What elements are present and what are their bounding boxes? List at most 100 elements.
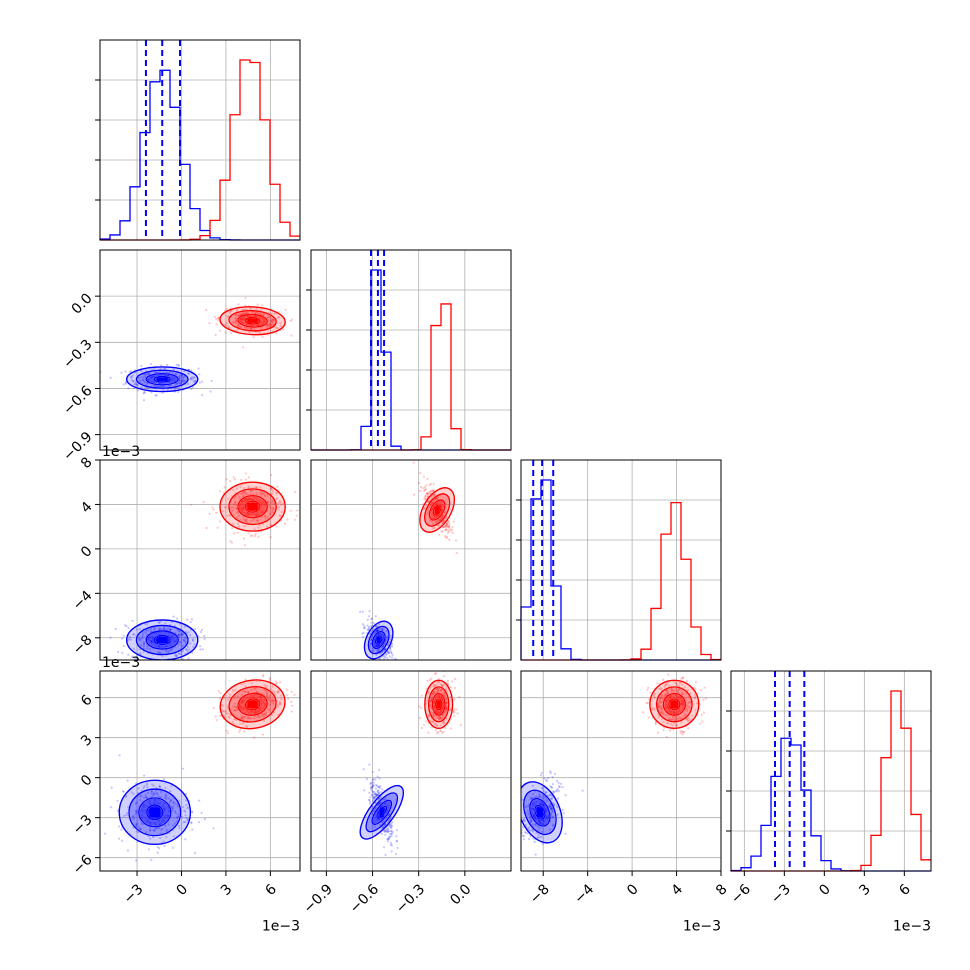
- sample-point: [246, 511, 249, 514]
- sample-point: [241, 500, 244, 504]
- sample-point: [430, 489, 434, 492]
- sample-point: [264, 514, 267, 517]
- sample-point: [441, 684, 444, 687]
- sample-point: [390, 832, 393, 835]
- sample-point: [685, 679, 688, 682]
- sample-point: [183, 625, 186, 628]
- sample-point: [179, 376, 182, 380]
- sample-point: [530, 807, 533, 810]
- sample-point: [376, 629, 379, 632]
- sample-point: [427, 691, 430, 694]
- sample-point: [268, 512, 272, 515]
- sample-point: [118, 754, 121, 757]
- sample-point: [270, 318, 273, 321]
- sample-point: [182, 378, 185, 381]
- sample-point: [259, 493, 262, 496]
- sample-point: [168, 800, 171, 804]
- sample-point: [254, 710, 257, 713]
- sample-point: [270, 501, 273, 504]
- x-tick-label: −0.6: [347, 881, 382, 916]
- sample-point: [253, 528, 256, 531]
- sample-point: [658, 705, 661, 708]
- sample-point: [256, 710, 259, 713]
- sample-point: [158, 823, 161, 826]
- sample-point: [136, 654, 139, 658]
- sample-point: [537, 825, 540, 828]
- sample-point: [290, 710, 293, 713]
- sample-point: [262, 318, 265, 321]
- sample-point: [193, 380, 196, 383]
- sample-point: [262, 675, 265, 678]
- sample-point: [451, 531, 454, 535]
- sample-point: [132, 380, 135, 383]
- sample-point: [188, 648, 191, 651]
- sample-point: [269, 319, 273, 323]
- sample-point: [691, 714, 694, 717]
- sample-point: [148, 799, 151, 802]
- sample-point: [452, 520, 455, 523]
- sample-point: [151, 637, 154, 640]
- sample-point: [268, 709, 271, 712]
- sample-point: [368, 791, 371, 794]
- sample-point: [269, 536, 272, 539]
- sample-point: [252, 711, 255, 714]
- sample-point: [240, 509, 243, 512]
- sample-point: [138, 827, 142, 831]
- sample-point: [272, 323, 275, 326]
- sample-point: [181, 374, 184, 377]
- sample-point: [540, 802, 543, 805]
- sample-point: [433, 493, 436, 496]
- sample-point: [224, 710, 227, 713]
- sample-point: [224, 506, 227, 509]
- sample-point: [532, 804, 535, 808]
- sample-point: [291, 704, 294, 707]
- sample-point: [157, 802, 160, 805]
- sample-point: [257, 526, 260, 529]
- sample-point: [390, 844, 394, 847]
- sample-point: [372, 627, 375, 630]
- sample-point: [149, 822, 152, 825]
- sample-point: [181, 633, 184, 636]
- sample-point: [147, 629, 150, 632]
- sample-point: [429, 492, 432, 495]
- sample-point: [667, 673, 670, 676]
- sample-point: [396, 846, 399, 849]
- sample-point: [241, 317, 245, 320]
- sample-point: [151, 795, 154, 798]
- sample-point: [383, 656, 387, 659]
- sample-point: [171, 809, 174, 812]
- sample-point: [370, 617, 374, 620]
- sample-point: [378, 797, 381, 800]
- sample-point: [236, 323, 240, 326]
- sample-point: [561, 786, 564, 789]
- sample-point: [268, 323, 271, 326]
- sample-point: [142, 645, 146, 648]
- sample-point: [372, 650, 375, 653]
- sample-point: [428, 483, 431, 487]
- sample-point: [174, 372, 178, 375]
- sample-point: [529, 798, 532, 801]
- sample-point: [432, 489, 435, 492]
- sample-point: [445, 711, 448, 714]
- sample-point: [158, 385, 161, 388]
- sample-point: [238, 496, 241, 499]
- sample-point: [675, 682, 678, 685]
- sample-point: [170, 379, 173, 383]
- sample-point: [439, 682, 442, 686]
- sample-point: [672, 710, 675, 713]
- sample-point: [290, 690, 293, 694]
- sample-point: [163, 820, 166, 823]
- sample-point: [361, 623, 364, 626]
- sample-point: [240, 717, 243, 720]
- sample-point: [432, 720, 435, 723]
- sample-point: [251, 534, 254, 537]
- sample-point: [659, 697, 662, 701]
- sample-point: [131, 374, 134, 377]
- sample-point: [672, 690, 675, 693]
- sample-point: [660, 688, 663, 691]
- sample-point: [242, 517, 246, 521]
- sample-point: [164, 825, 167, 828]
- sample-point: [373, 793, 376, 796]
- sample-point: [149, 640, 153, 643]
- sample-point: [271, 320, 274, 324]
